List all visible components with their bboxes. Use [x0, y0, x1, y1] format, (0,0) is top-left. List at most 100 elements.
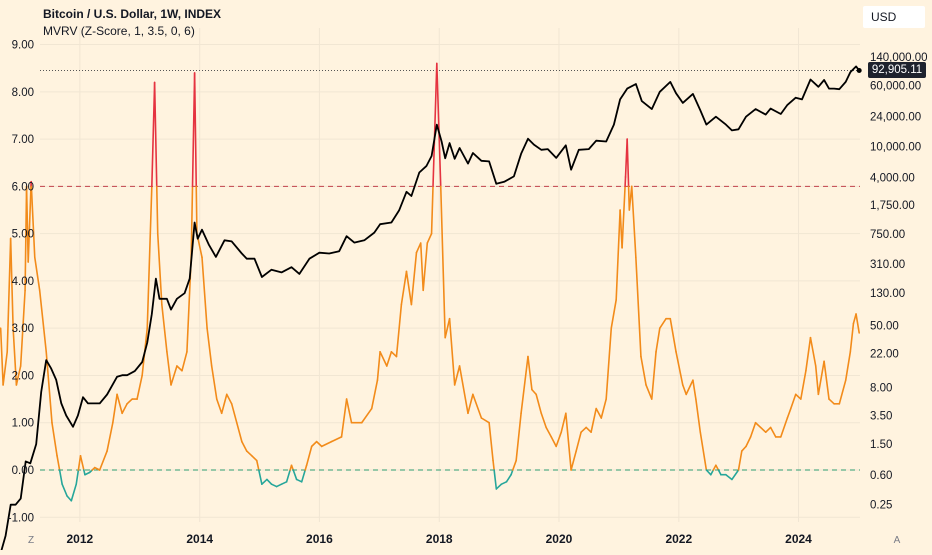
mvrv-segment	[541, 413, 546, 427]
mvrv-segment	[693, 380, 696, 399]
right-tick-label: 60,000.00	[870, 81, 921, 93]
mvrv-segment	[818, 361, 824, 394]
mvrv-segment	[676, 352, 683, 385]
mvrv-segment	[581, 427, 586, 432]
mvrv-segment	[177, 366, 182, 371]
mvrv-segment	[546, 427, 551, 436]
mvrv-segment	[532, 390, 536, 395]
mvrv-segment	[670, 319, 676, 352]
left-tick-label: 9.00	[12, 40, 34, 52]
right-tick-label: 24,000.00	[870, 112, 921, 124]
mvrv-segment	[302, 470, 306, 482]
mvrv-segment	[1, 328, 3, 385]
mvrv-segment	[247, 451, 252, 456]
x-tick-label: 2022	[665, 532, 692, 546]
left-tick-label: 4.00	[12, 276, 34, 288]
mvrv-segment	[60, 470, 63, 484]
mvrv-segment	[611, 300, 616, 328]
mvrv-segment	[342, 399, 347, 437]
mvrv-segment	[586, 427, 591, 432]
last-price-label: 92,905.11	[868, 62, 926, 78]
mvrv-segment	[616, 210, 620, 300]
mvrv-segment	[829, 399, 834, 404]
mvrv-segment	[195, 73, 197, 186]
mvrv-segment	[494, 470, 496, 489]
mvrv-segment	[62, 484, 67, 496]
mvrv-segment	[423, 243, 427, 290]
mvrv-segment	[632, 186, 636, 257]
mvrv-segment	[57, 456, 60, 470]
mvrv-segment	[493, 461, 494, 470]
mvrv-segment	[732, 470, 739, 479]
mvrv-segment	[751, 423, 756, 437]
mvrv-segment	[711, 470, 714, 475]
left-tick-label: 8.00	[12, 87, 34, 99]
right-tick-label: 8.00	[870, 382, 892, 394]
currency-selector[interactable]: USD	[863, 6, 925, 28]
mvrv-segment	[576, 432, 581, 451]
mvrv-segment	[756, 423, 761, 428]
mvrv-segment	[391, 352, 396, 357]
mvrv-segment	[766, 427, 771, 432]
mvrv-segment	[806, 338, 811, 371]
mvrv-segment	[380, 352, 387, 366]
mvrv-segment	[761, 427, 766, 432]
mvrv-segment	[660, 319, 666, 328]
mvrv-segment	[856, 314, 859, 333]
mvrv-segment	[100, 451, 107, 470]
right-tick-label: 0.60	[870, 470, 892, 482]
mvrv-segment	[297, 479, 302, 481]
mvrv-segment	[262, 479, 267, 484]
mvrv-segment	[396, 305, 401, 357]
left-tick-label: 1.00	[12, 418, 34, 430]
left-tick-label: 7.00	[12, 134, 34, 146]
mvrv-segment	[489, 423, 493, 461]
mvrv-segment	[202, 257, 207, 328]
mvrv-segment	[571, 451, 576, 470]
mvrv-segment	[718, 470, 721, 475]
left-tick-label: 5.00	[12, 229, 34, 241]
mvrv-segment	[40, 290, 47, 351]
mvrv-segment	[506, 475, 511, 482]
auto-scale-left-button[interactable]: Z	[28, 535, 34, 546]
mvrv-segment	[242, 442, 247, 451]
mvrv-segment	[432, 186, 433, 233]
mvrv-segment	[591, 409, 596, 433]
auto-scale-right-button[interactable]: A	[894, 535, 901, 546]
mvrv-segment	[627, 139, 628, 186]
mvrv-segment	[282, 482, 287, 484]
mvrv-segment	[496, 484, 501, 489]
chart-title: Bitcoin / U.S. Dollar, 1W, INDEX	[43, 7, 221, 21]
mvrv-segment	[137, 375, 142, 399]
right-tick-label: 50.00	[870, 320, 899, 332]
x-tick-label: 2018	[426, 532, 453, 546]
left-tick-label: 2.00	[12, 370, 34, 382]
mvrv-segment	[468, 394, 473, 413]
mvrv-segment	[656, 328, 660, 352]
mvrv-segment	[71, 484, 76, 501]
mvrv-segment	[207, 328, 212, 366]
mvrv-segment	[646, 385, 652, 399]
mvrv-segment	[536, 394, 541, 413]
mvrv-segment	[460, 366, 468, 413]
mvrv-segment	[551, 437, 556, 446]
mvrv-segment	[167, 352, 171, 385]
mvrv-segment	[347, 399, 352, 423]
mvrv-segment	[76, 470, 78, 484]
mvrv-segment	[322, 442, 332, 447]
mvrv-segment	[67, 496, 71, 501]
mvrv-segment	[606, 328, 611, 399]
mvrv-segment	[810, 338, 815, 366]
mvrv-segment	[287, 470, 291, 482]
mvrv-segment	[127, 399, 132, 404]
mvrv-segment	[35, 257, 40, 290]
mvrv-segment	[742, 446, 746, 451]
mvrv-segment	[28, 186, 31, 262]
mvrv-segment	[683, 385, 686, 394]
mvrv-segment	[113, 394, 117, 422]
mvrv-segment	[257, 461, 259, 470]
left-tick-label: 3.00	[12, 323, 34, 335]
mvrv-segment	[157, 186, 158, 233]
mvrv-segment	[401, 271, 406, 304]
x-tick-label: 2016	[306, 532, 333, 546]
